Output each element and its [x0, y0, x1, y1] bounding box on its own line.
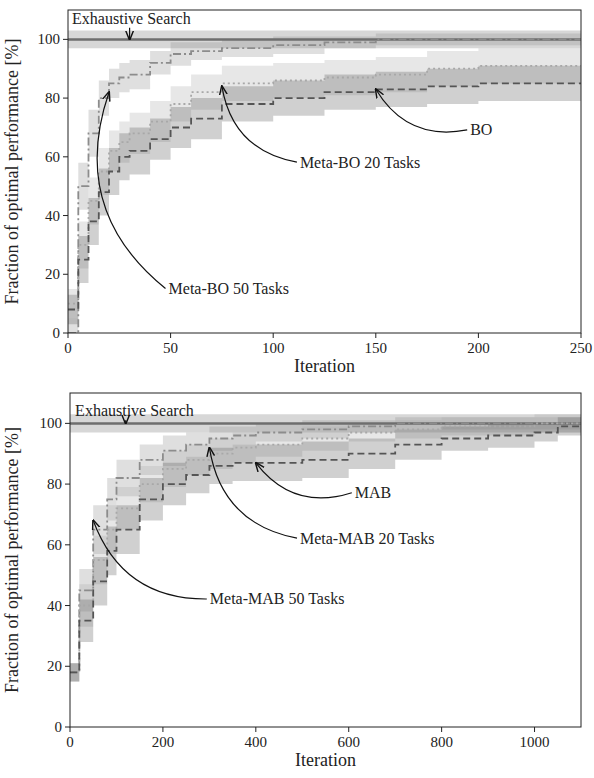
y-tick: [63, 156, 68, 157]
y-tick-label: 20: [45, 266, 60, 282]
x-axis-label: Iteration: [295, 750, 356, 770]
y-tick: [63, 98, 68, 99]
y-tick-label: 60: [47, 537, 62, 553]
series-line: [68, 39, 581, 333]
band: [68, 34, 581, 334]
y-tick-label: 60: [45, 149, 60, 165]
series-line: [68, 38, 581, 41]
band: [68, 66, 581, 324]
x-tick-label: 600: [337, 734, 360, 750]
x-tick: [170, 333, 171, 338]
chart: 0 200 400 600 800 1000 0 20 40 60 80 100 Iteration Fr…: [2, 393, 581, 770]
annotation: Meta-MAB 50 Tasks: [210, 590, 345, 607]
frame: [70, 393, 581, 727]
annotation-arrow: [256, 463, 352, 498]
annotation: Meta-BO 50 Tasks: [169, 280, 289, 297]
y-tick: [63, 333, 68, 334]
x-tick-label: 200: [152, 734, 175, 750]
x-tick-label: 800: [430, 734, 453, 750]
y-tick-label: 80: [47, 476, 62, 492]
annotation-arrow: [376, 89, 467, 132]
chart: 0 50 100 150 200 250 0 20 40 60 80 100 Iteration Frac…: [2, 10, 592, 376]
x-axis-label: Iteration: [294, 356, 355, 376]
x-tick: [70, 727, 71, 732]
x-tick: [534, 727, 535, 732]
plot-area: [68, 31, 581, 333]
y-tick: [65, 727, 70, 728]
band: [70, 417, 581, 681]
annotation: Meta-BO 20 Tasks: [300, 154, 420, 171]
y-tick: [65, 484, 70, 485]
annotation: Meta-MAB 20 Tasks: [300, 530, 435, 547]
y-tick: [63, 274, 68, 275]
x-tick-label: 50: [163, 340, 178, 356]
annotation-arrow: [97, 92, 165, 288]
x-tick-label: 0: [64, 340, 72, 356]
y-tick: [65, 605, 70, 606]
series-line: [68, 83, 581, 309]
x-tick-label: 150: [365, 340, 388, 356]
y-tick-label: 40: [45, 208, 60, 224]
y-tick-label: 0: [55, 719, 63, 735]
series-line: [70, 423, 581, 672]
y-tick: [65, 544, 70, 545]
annotation-arrow: [93, 521, 207, 600]
y-tick-label: 100: [40, 415, 63, 431]
x-tick-label: 400: [245, 734, 268, 750]
y-axis-label: Fraction of optimal performance [%]: [2, 427, 22, 693]
x-tick-label: 100: [262, 340, 285, 356]
y-tick-label: 20: [47, 658, 62, 674]
x-tick: [273, 333, 274, 338]
y-tick: [63, 215, 68, 216]
x-tick: [441, 727, 442, 732]
y-tick-label: 40: [47, 598, 62, 614]
series-line: [70, 423, 581, 672]
frame: [68, 10, 581, 333]
y-tick: [63, 39, 68, 40]
y-tick: [65, 666, 70, 667]
x-tick: [348, 727, 349, 732]
band: [70, 417, 581, 681]
x-tick: [375, 333, 376, 338]
y-tick: [65, 423, 70, 424]
x-tick: [255, 727, 256, 732]
plot-area: [70, 414, 581, 681]
x-tick: [68, 333, 69, 338]
annotation-arrow: [129, 28, 130, 40]
figure: 050100150200250020406080100IterationFrac…: [0, 0, 594, 778]
annotation-arrow: [222, 86, 297, 162]
x-tick-label: 1000: [520, 734, 550, 750]
y-tick-label: 80: [45, 90, 60, 106]
x-tick: [162, 727, 163, 732]
x-tick-label: 250: [570, 340, 593, 356]
x-tick-label: 0: [66, 734, 74, 750]
x-tick: [581, 333, 582, 338]
annotation: MAB: [355, 484, 391, 501]
x-tick-label: 200: [467, 340, 490, 356]
annotation: Exhaustive Search: [75, 402, 194, 419]
annotation: BO: [470, 121, 492, 138]
y-tick-label: 0: [53, 325, 61, 341]
series-line: [70, 426, 581, 672]
annotation: Exhaustive Search: [72, 10, 191, 27]
annotation-arrow: [125, 420, 126, 423]
series-line: [68, 66, 581, 304]
y-tick-label: 100: [38, 31, 61, 47]
annotation-arrow: [209, 448, 297, 539]
x-tick: [478, 333, 479, 338]
y-axis-label: Fraction of optimal performance [%]: [2, 39, 22, 305]
band: [70, 414, 581, 681]
